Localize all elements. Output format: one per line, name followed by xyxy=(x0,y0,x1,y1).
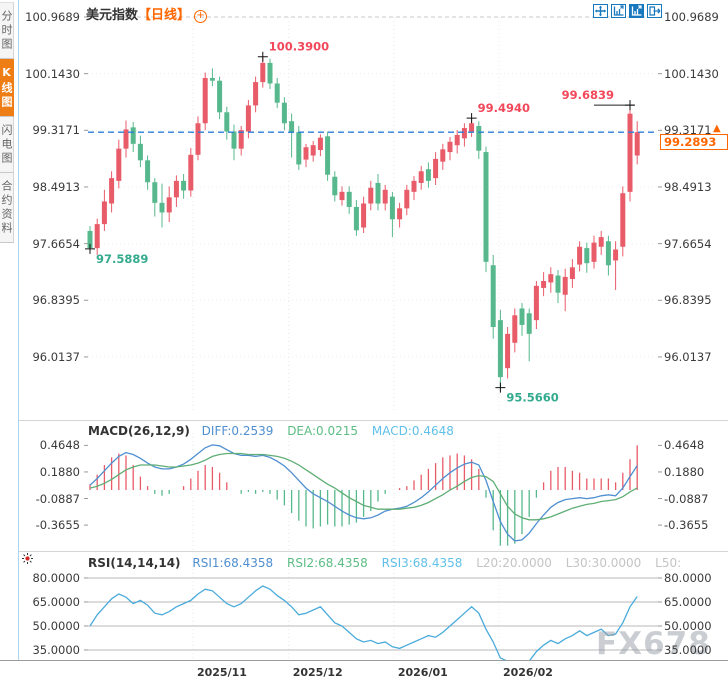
xaxis-label: 2026/01 xyxy=(397,666,448,679)
rsi3-value: RSI3:68.4358 xyxy=(381,556,463,570)
macd-dea-value: DEA:0.0215 xyxy=(287,424,359,438)
chart-header: 美元指数【日线】 + xyxy=(86,4,208,23)
rsi-l50-value: L50: xyxy=(655,556,682,570)
macd-header: MACD(26,12,9) DIFF:0.2539 DEA:0.0215 MAC… xyxy=(88,424,464,438)
price-axis-label: 100.9689 xyxy=(25,10,80,24)
gridlines xyxy=(84,16,662,666)
rsi-header: RSI(14,14,14) RSI1:68.4358 RSI2:68.4358 … xyxy=(88,556,691,570)
price-axis-label: 98.4913 xyxy=(32,179,80,194)
price-axis-label-right: 97.6654 xyxy=(664,236,712,251)
instrument-title: 美元指数 xyxy=(86,8,139,23)
price-axis-label-right: 96.8395 xyxy=(664,293,712,308)
price-axis-label: 99.3171 xyxy=(32,123,80,138)
macd-axis-label-right: -0.0887 xyxy=(664,491,709,506)
macd-axis-label-right: -0.3655 xyxy=(664,518,709,533)
price-axis-label: 96.0137 xyxy=(32,349,80,364)
add-indicator-icon[interactable]: + xyxy=(194,10,208,23)
rsi-axis-label-right: 65.0000 xyxy=(664,595,712,609)
svg-text:99.4940: 99.4940 xyxy=(478,101,530,115)
rsi-axis-label: 65.0000 xyxy=(32,595,80,609)
price-axis-label-right: 96.0137 xyxy=(664,349,712,364)
price-axis-label-right: 100.1430 xyxy=(664,66,719,81)
rsi-l30-value: L30:30.0000 xyxy=(565,556,642,570)
indicator-settings-icon[interactable] xyxy=(21,550,34,564)
svg-text:100.3900: 100.3900 xyxy=(269,40,329,54)
rsi2-value: RSI2:68.4358 xyxy=(286,556,368,570)
macd-rsi-separator xyxy=(19,551,728,552)
macd-axis-label: -0.0887 xyxy=(35,491,80,506)
macd-axis-label-right: 0.1880 xyxy=(664,464,705,479)
xaxis-label: 2025/11 xyxy=(196,666,247,679)
price-annotations: 100.3900 99.4940 99.6839 97.5889 95.5660 xyxy=(85,40,635,405)
export-icon[interactable] xyxy=(647,3,662,18)
price-axis-label-right: 100.9689 xyxy=(664,10,719,24)
move-icon[interactable] xyxy=(593,3,608,18)
price-macd-separator xyxy=(19,420,728,421)
rsi-axis-label-right: 80.0000 xyxy=(664,571,712,585)
axis-pan-icon[interactable] xyxy=(629,3,644,18)
axis-zoom-icon[interactable] xyxy=(611,3,626,18)
price-axis-label-right: 99.3171 xyxy=(664,123,712,138)
sidebar-tabstrip: 分时图 K线图 闪电图 合约资料 xyxy=(0,2,14,243)
svg-text:97.5889: 97.5889 xyxy=(96,252,148,266)
svg-text:95.5660: 95.5660 xyxy=(506,391,558,405)
sidebar-tab-K线图[interactable]: K线图 xyxy=(0,59,14,117)
macd-diff-value: DIFF:0.2539 xyxy=(201,424,274,438)
xaxis-line xyxy=(0,660,728,661)
current-price-box: 99.2893 xyxy=(660,134,728,151)
bottom-bar: 日线 ▲ xyxy=(0,661,728,688)
rsi-axis-label-right: 35.0000 xyxy=(664,643,712,657)
macd-axis-label: -0.3655 xyxy=(35,518,80,533)
macd-axis-label: 0.4648 xyxy=(39,438,80,453)
rsi-axis-label: 50.0000 xyxy=(32,619,80,633)
macd-axis-label-right: 0.4648 xyxy=(664,438,705,453)
rsi-title: RSI(14,14,14) xyxy=(88,556,181,570)
rsi-axis-label: 35.0000 xyxy=(32,643,80,657)
macd-macd-value: MACD:0.4648 xyxy=(371,424,454,438)
macd-title: MACD(26,12,9) xyxy=(88,424,190,438)
xaxis-label: 2025/12 xyxy=(292,666,343,679)
rsi-axis-label-right: 50.0000 xyxy=(664,619,712,633)
svg-text:99.6839: 99.6839 xyxy=(562,88,614,102)
sidebar-tab-合约资料[interactable]: 合约资料 xyxy=(0,173,14,243)
rsi-series xyxy=(89,585,638,666)
price-axis-label-right: 98.4913 xyxy=(664,179,712,194)
chart-toolbar xyxy=(593,3,662,18)
period-tag: 【日线】 xyxy=(138,8,191,23)
rsi-axis-label: 80.0000 xyxy=(32,571,80,585)
price-axis-label: 97.6654 xyxy=(32,236,80,251)
price-axis-label: 96.8395 xyxy=(32,293,80,308)
sidebar-tab-分时图[interactable]: 分时图 xyxy=(0,2,14,59)
price-up-arrow-icon: ▲ xyxy=(713,123,721,135)
sidebar-tab-闪电图[interactable]: 闪电图 xyxy=(0,117,14,173)
watermark: FX678 xyxy=(596,626,711,662)
panel-left-border xyxy=(18,0,19,688)
rsi1-value: RSI1:68.4358 xyxy=(192,556,274,570)
price-axis-label: 100.1430 xyxy=(25,66,80,81)
rsi-l20-value: L20:20.0000 xyxy=(476,556,552,570)
xaxis-label: 2026/02 xyxy=(502,666,553,679)
macd-series xyxy=(89,444,638,546)
macd-axis-label: 0.1880 xyxy=(39,464,80,479)
candlestick-series xyxy=(87,56,640,388)
